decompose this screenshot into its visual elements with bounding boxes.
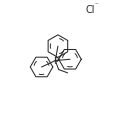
Text: +: + xyxy=(56,56,61,61)
Text: P: P xyxy=(53,56,58,65)
Text: Cl: Cl xyxy=(86,5,95,14)
Text: ⁻: ⁻ xyxy=(95,2,99,8)
